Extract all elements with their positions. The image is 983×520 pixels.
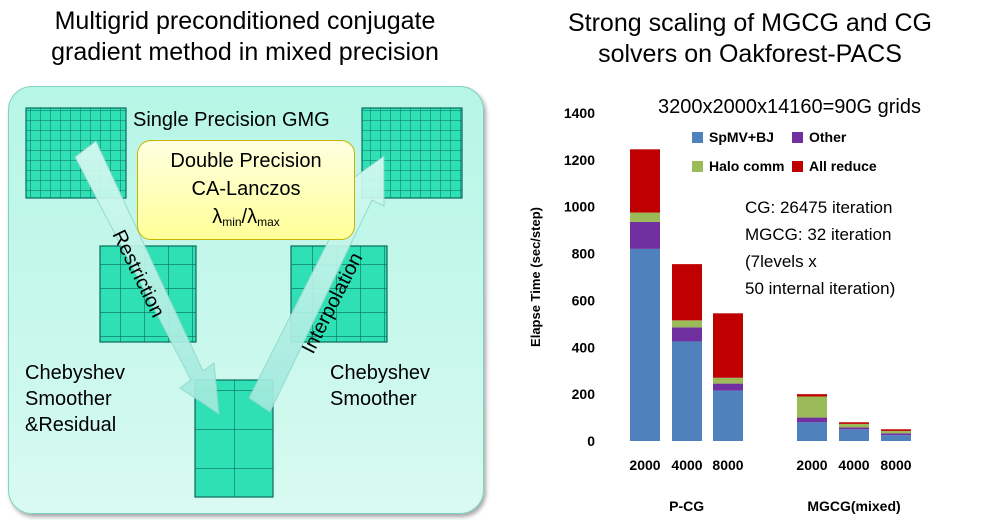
right-title-line1: Strong scaling of MGCG and CG xyxy=(567,9,933,37)
y-tick-label: 1200 xyxy=(564,152,595,168)
bar-segment xyxy=(672,327,702,342)
bar-segment xyxy=(881,429,911,431)
y-tick-label: 600 xyxy=(572,292,596,308)
x-tick-label: 8000 xyxy=(712,457,743,473)
restriction-arrow xyxy=(74,140,220,416)
y-tick-label: 400 xyxy=(572,339,596,355)
left-smoother-label: Chebyshev Smoother &Residual xyxy=(25,360,125,438)
bar-segment xyxy=(672,320,702,328)
bar-segment xyxy=(630,212,660,222)
y-axis-label: Elapse Time (sec/step) xyxy=(528,207,543,347)
note-line3: (7levels x xyxy=(745,252,817,271)
note-line2: MGCG: 32 iteration xyxy=(745,225,891,244)
bar-segment xyxy=(713,383,743,391)
x-tick-label: 4000 xyxy=(838,457,869,473)
right-smoother-line2: Smoother xyxy=(330,388,417,410)
bar-segment xyxy=(713,390,743,441)
double-precision-box: Double Precision CA-Lanczos λmin/λmax xyxy=(137,140,355,240)
lambda-slash: / xyxy=(241,206,248,228)
group-label: MGCG(mixed) xyxy=(807,498,900,514)
single-precision-label: Single Precision GMG xyxy=(133,109,330,131)
right-smoother-line1: Chebyshev xyxy=(330,362,431,384)
lambda-max-symbol: λ xyxy=(247,206,258,228)
legend-swatch xyxy=(692,132,703,143)
legend-swatch xyxy=(692,161,703,172)
double-precision-line1: Double Precision xyxy=(170,150,322,172)
legend-label: SpMV+BJ xyxy=(709,129,774,145)
bar-segment xyxy=(630,149,660,213)
right-title-line2: solvers on Oakforest-PACS xyxy=(598,40,902,68)
bar-segment xyxy=(797,394,827,397)
double-precision-line2: CA-Lanczos xyxy=(191,178,301,200)
bar-segment xyxy=(672,264,702,321)
bar-segment xyxy=(881,435,911,441)
y-tick-label: 800 xyxy=(572,246,596,262)
left-smoother-line2: Smoother xyxy=(25,388,112,410)
bar-segment xyxy=(797,396,827,418)
bar-segment xyxy=(839,423,869,428)
left-smoother-line1: Chebyshev xyxy=(25,362,126,384)
grid-note: 3200x2000x14160=90G grids xyxy=(658,96,921,118)
bar-segment xyxy=(630,221,660,249)
note-line1: CG: 26475 iteration xyxy=(745,198,892,217)
y-tick-label: 0 xyxy=(587,433,595,449)
lambda-min-symbol: λ xyxy=(212,206,223,228)
left-title-line1: Multigrid preconditioned conjugate xyxy=(54,7,436,35)
bar-segment xyxy=(713,313,743,378)
y-tick-label: 1400 xyxy=(564,105,595,121)
left-title: Multigrid preconditioned conjugate gradi… xyxy=(0,6,490,68)
x-tick-label: 8000 xyxy=(880,457,911,473)
legend-label: All reduce xyxy=(809,158,877,174)
multigrid-diagram: Restriction Interpolation xyxy=(25,107,463,498)
y-tick-label: 200 xyxy=(572,386,596,402)
bar-segment xyxy=(839,429,869,441)
bar-segment xyxy=(839,427,869,430)
legend-swatch xyxy=(792,132,803,143)
bar-segment xyxy=(797,417,827,423)
bar-segment xyxy=(797,422,827,441)
legend-swatch xyxy=(792,161,803,172)
right-title: Strong scaling of MGCG and CG solvers on… xyxy=(520,8,980,70)
bar-segment xyxy=(672,341,702,441)
left-smoother-line3: &Residual xyxy=(25,414,117,436)
right-smoother-label: Chebyshev Smoother xyxy=(330,360,430,412)
legend-label: Halo comm xyxy=(709,158,784,174)
lambda-min-sub: min xyxy=(222,215,242,229)
left-title-line2: gradient method in mixed precision xyxy=(51,38,439,66)
strong-scaling-chart: 0 200 400 600 800 1000 1200 1400 Elapse Time (se… xyxy=(528,96,921,514)
x-tick-label: 2000 xyxy=(796,457,827,473)
bar-segment xyxy=(881,433,911,436)
x-tick-label: 4000 xyxy=(671,457,702,473)
lambda-max-sub: max xyxy=(257,215,280,229)
legend-label: Other xyxy=(809,129,847,145)
lambda-ratio: λmin/λmax xyxy=(138,203,354,236)
bar-segment xyxy=(881,430,911,434)
y-tick-label: 1000 xyxy=(564,199,595,215)
group-label: P-CG xyxy=(669,498,704,514)
bar-segment xyxy=(630,248,660,441)
bar-segment xyxy=(839,422,869,424)
note-line4: 50 internal iteration) xyxy=(745,279,895,298)
x-tick-label: 2000 xyxy=(629,457,660,473)
bar-segment xyxy=(713,377,743,384)
